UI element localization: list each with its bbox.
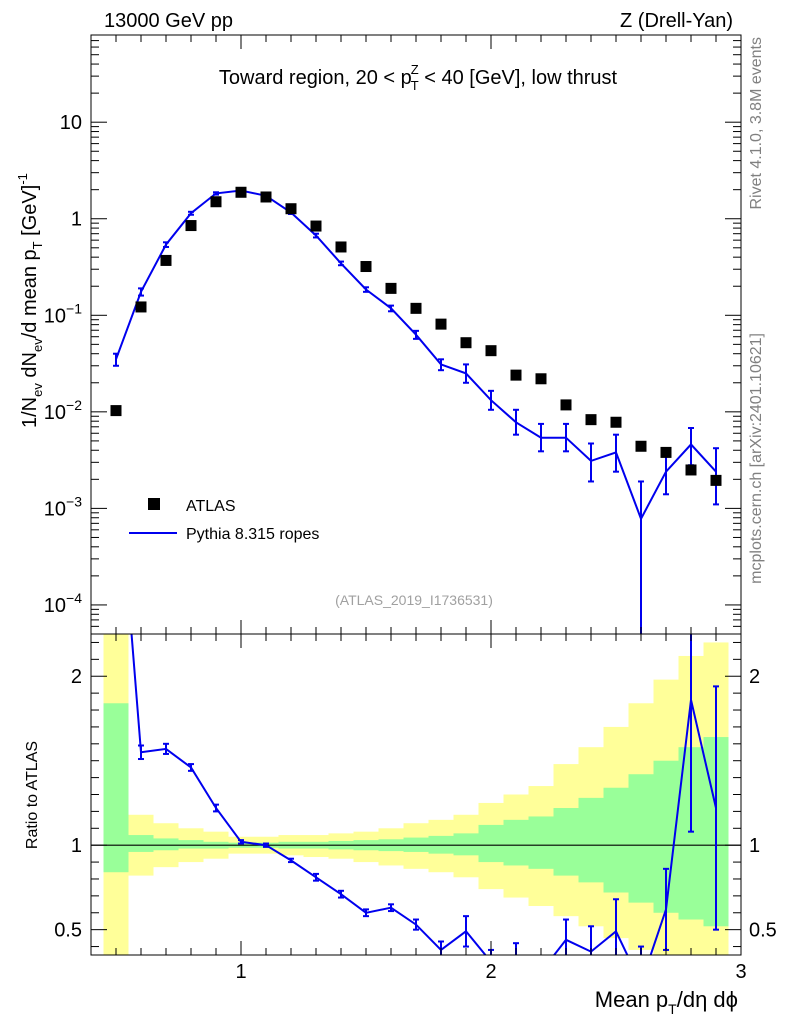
ratio-band-stat: [553, 808, 579, 876]
ratio-y-tick-label-right: 2: [749, 666, 760, 688]
ratio-y-axis-label: Ratio to ATLAS: [24, 741, 41, 849]
data-point: [135, 301, 147, 313]
y-tick-label: 10−2: [44, 397, 82, 424]
data-point: [635, 440, 647, 452]
ratio-band-stat: [628, 774, 654, 903]
data-point: [485, 345, 497, 357]
y-tick-label: 10−4: [44, 590, 82, 617]
y-axis-label: 1/Nev dNev/d mean pT [GeV]-1: [15, 173, 45, 428]
ratio-band-stat: [503, 819, 529, 866]
ratio-band-stat: [478, 824, 504, 863]
ratio-y-tick-label-right: 1: [749, 835, 760, 857]
y-tick-label: 10−3: [44, 493, 82, 520]
ratio-y-tick-label: 0.5: [54, 920, 82, 942]
ratio-band-stat: [578, 797, 604, 883]
data-point: [260, 191, 272, 203]
x-tick-label: 2: [485, 961, 496, 983]
data-point: [560, 399, 572, 411]
legend: ATLAS Pythia 8.315 ropes: [129, 498, 319, 543]
data-point: [185, 220, 197, 232]
data-point: [660, 446, 672, 458]
data-point: [685, 464, 697, 476]
rivet-label: Rivet 4.1.0, 3.8M events: [748, 37, 765, 210]
data-point: [210, 196, 222, 208]
ratio-y-tick-label: 1: [71, 835, 82, 857]
data-point: [710, 474, 722, 486]
axes: 1 2 3 10 1 10−1 10−2 10−3 10−4 2 2 1 1 0.5 0.5: [44, 34, 777, 983]
analysis-id: (ATLAS_2019_I1736531): [335, 592, 493, 608]
data-point: [535, 373, 547, 385]
ratio-plot-area: [91, 634, 741, 955]
y-tick-label: 1: [71, 209, 82, 231]
data-point: [585, 414, 597, 426]
ratio-band-stat: [453, 833, 479, 856]
ratio-band-stat: [103, 703, 129, 873]
legend-label-pythia: Pythia 8.315 ropes: [186, 526, 319, 543]
y-tick-label: 10: [60, 112, 82, 134]
data-point: [335, 241, 347, 253]
header-right: Z (Drell-Yan): [620, 10, 733, 32]
data-point: [110, 405, 122, 417]
header-left: 13000 GeV pp: [104, 10, 233, 32]
plot-title: Toward region, 20 < pZ T < 40 [GeV], low …: [219, 62, 618, 93]
ratio-band-stat: [603, 787, 629, 893]
y-tick-label: 10−1: [44, 300, 82, 327]
x-tick-label: 1: [235, 961, 246, 983]
ratio-y-tick-label-right: 0.5: [749, 920, 777, 942]
data-point: [410, 302, 422, 314]
ratio-y-tick-label: 2: [71, 666, 82, 688]
data-point: [435, 318, 447, 330]
legend-marker-atlas: [148, 498, 160, 510]
data-point: [510, 369, 522, 381]
data-point: [285, 203, 297, 215]
ratio-band-stat: [178, 840, 204, 849]
data-point: [235, 186, 247, 198]
mc-series: [113, 188, 719, 634]
ratio-mc-series: [130, 634, 719, 955]
data-point: [310, 220, 322, 232]
data-point: [360, 261, 372, 273]
mcplots-label: mcplots.cern.ch [arXiv:2401.10621]: [748, 333, 765, 584]
data-point: [460, 337, 472, 349]
ratio-band-stat: [528, 816, 554, 869]
data-point: [610, 416, 622, 428]
data-point: [160, 254, 172, 266]
x-tick-label: 3: [735, 961, 746, 983]
x-axis-label: Mean pT/dη dϕ: [595, 987, 738, 1017]
main-plot-area: [110, 186, 722, 634]
ratio-band-stat: [153, 838, 179, 851]
legend-label-atlas: ATLAS: [186, 498, 236, 515]
ratio-band-stat: [128, 835, 154, 852]
mc-line: [115, 189, 717, 522]
data-point: [385, 282, 397, 294]
